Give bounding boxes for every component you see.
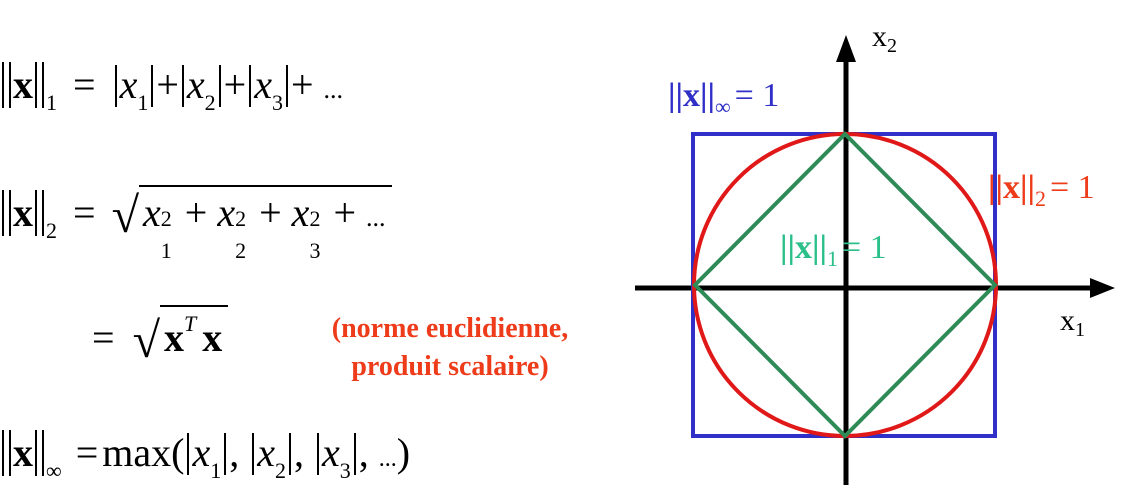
linf-label: ||x||∞ = 1 bbox=[668, 77, 779, 119]
sqrt-symbol: √ bbox=[111, 187, 140, 243]
euclidean-equation: = √ xT x bbox=[92, 305, 229, 365]
x-axis-label: x1 bbox=[1060, 304, 1085, 341]
y-axis-label: x2 bbox=[872, 20, 897, 57]
linf-norm-equation: x ∞ = max(x1, x2, x3, ...) bbox=[0, 430, 410, 482]
l2-label: ||x||2 = 1 bbox=[988, 169, 1095, 211]
y-axis-arrow bbox=[836, 35, 856, 62]
x-axis-arrow bbox=[1090, 278, 1115, 298]
unit-ball-diagram: x2 x1 ||x||∞ = 1 ||x||2 = 1 ||x||1 = 1 bbox=[635, 20, 1115, 485]
norm-bars bbox=[2, 62, 11, 108]
l1-unit-diamond bbox=[692, 131, 998, 439]
euclidean-note: (norme euclidienne, produit scalaire) bbox=[331, 313, 569, 382]
l1-label: ||x||1 = 1 bbox=[780, 229, 887, 271]
